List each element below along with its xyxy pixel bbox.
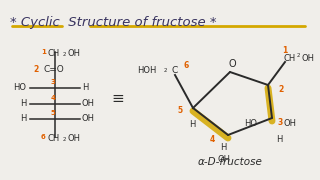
Text: OH: OH xyxy=(82,114,95,123)
Text: H: H xyxy=(220,143,226,152)
Text: H: H xyxy=(20,114,26,123)
Text: 2: 2 xyxy=(297,53,300,57)
Text: H: H xyxy=(276,136,282,145)
Text: OH: OH xyxy=(68,134,81,143)
Text: 6: 6 xyxy=(41,134,46,140)
Text: CH: CH xyxy=(47,49,59,58)
Text: H: H xyxy=(189,120,196,129)
Text: 1: 1 xyxy=(282,46,287,55)
Text: 3: 3 xyxy=(278,118,283,127)
Text: O: O xyxy=(228,59,236,69)
Text: 5: 5 xyxy=(177,105,182,114)
Text: 6: 6 xyxy=(183,60,188,69)
Text: α-D-fructose: α-D-fructose xyxy=(198,157,263,167)
Text: OH: OH xyxy=(68,49,81,58)
Text: HO: HO xyxy=(244,118,257,127)
Text: C: C xyxy=(171,66,177,75)
Text: * Cyclic  Structure of fructose *: * Cyclic Structure of fructose * xyxy=(10,16,217,29)
Text: C=O: C=O xyxy=(43,65,64,74)
Text: HO: HO xyxy=(13,83,26,92)
Text: H: H xyxy=(82,83,88,92)
Text: OH: OH xyxy=(302,53,315,62)
Text: CH: CH xyxy=(47,134,59,143)
Text: CH: CH xyxy=(283,53,295,62)
Text: 2: 2 xyxy=(164,68,167,73)
Text: HOH: HOH xyxy=(137,66,156,75)
Text: OH: OH xyxy=(82,99,95,108)
Text: H: H xyxy=(20,99,26,108)
Text: 1: 1 xyxy=(41,49,46,55)
Text: ≡: ≡ xyxy=(112,91,124,105)
Text: 2: 2 xyxy=(278,84,283,93)
Text: 4: 4 xyxy=(210,134,215,143)
Text: 2: 2 xyxy=(63,137,67,142)
Text: OH: OH xyxy=(284,118,297,127)
Text: 2: 2 xyxy=(63,52,67,57)
Text: 2: 2 xyxy=(33,65,38,74)
Text: OH: OH xyxy=(218,156,231,165)
Text: 5: 5 xyxy=(51,110,56,116)
Text: 3: 3 xyxy=(51,79,56,85)
Text: 4: 4 xyxy=(51,95,56,101)
